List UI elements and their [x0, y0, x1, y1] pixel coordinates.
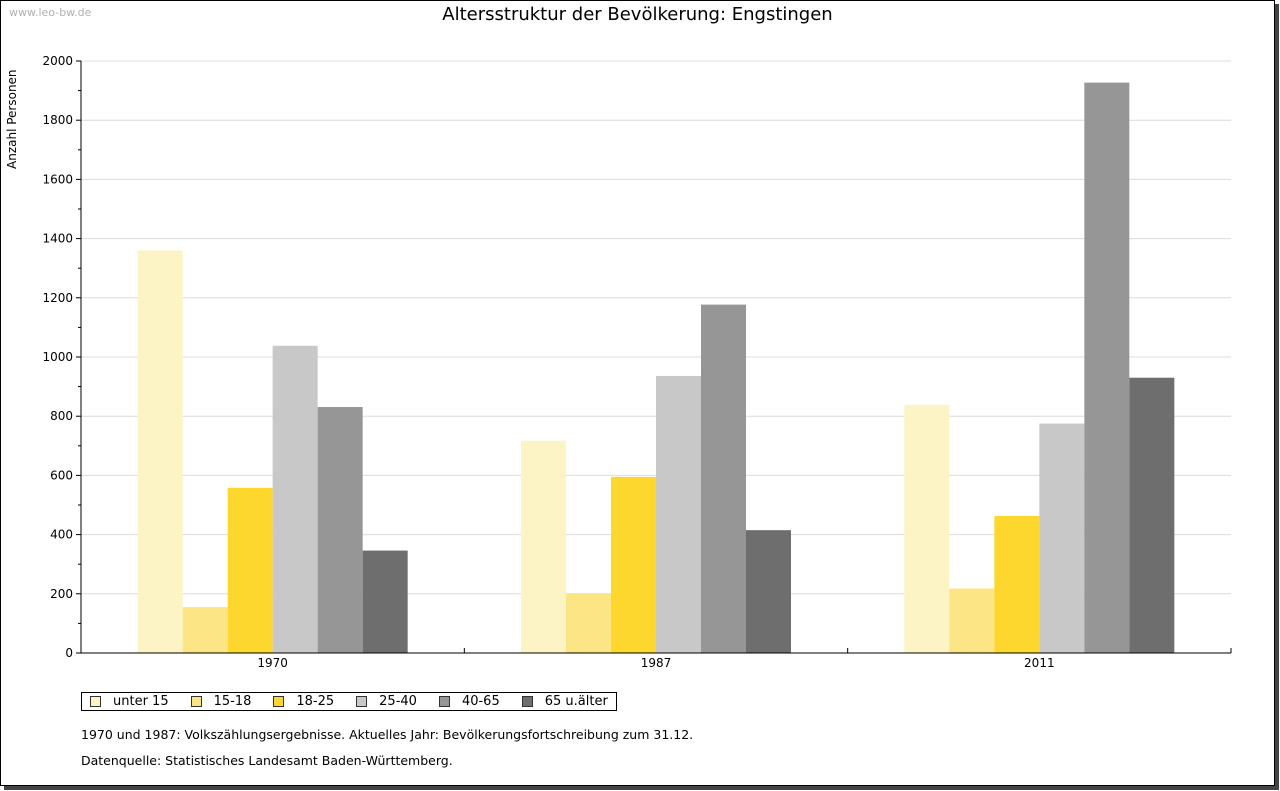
legend-item: 40-65: [438, 694, 500, 709]
y-tick-label: 1000: [42, 350, 73, 364]
x-tick-label: 2011: [1024, 656, 1055, 670]
legend-swatch: [190, 696, 202, 707]
y-tick-label: 1600: [42, 172, 73, 186]
x-tick-label: 1970: [257, 656, 288, 670]
legend-label: 25-40: [379, 694, 417, 709]
legend-swatch: [438, 696, 450, 707]
bar: [137, 250, 183, 653]
legend-swatch: [273, 696, 285, 707]
legend-label: 65 u.älter: [544, 694, 608, 709]
legend-swatch: [90, 696, 101, 707]
bar: [182, 607, 228, 653]
legend-item: 65 u.älter: [521, 694, 608, 709]
note-census: 1970 und 1987: Volkszählungsergebnisse. …: [81, 727, 694, 742]
chart-title: Altersstruktur der Bevölkerung: Engsting…: [442, 4, 833, 25]
legend-label: 18-25: [296, 694, 335, 709]
bar: [362, 550, 408, 653]
legend-swatch: [521, 696, 533, 707]
bar: [521, 440, 566, 653]
y-tick-label: 1200: [42, 291, 73, 305]
legend-item: unter 15: [90, 694, 169, 709]
bar: [904, 404, 950, 653]
y-tick-label: 2000: [42, 54, 73, 68]
bar: [317, 407, 363, 653]
watermark: www.leo-bw.de: [9, 6, 92, 19]
legend: unter 15 15-18 18-25 25-40 40-65 65 u.älter: [81, 692, 617, 711]
legend-item: 25-40: [356, 694, 417, 709]
y-tick-label: 400: [50, 528, 73, 542]
legend-swatch: [356, 696, 368, 707]
x-tick-label: 1987: [641, 656, 672, 670]
y-tick-label: 200: [50, 587, 73, 601]
bar: [1039, 423, 1085, 653]
note-source: Datenquelle: Statistisches Landesamt Bad…: [81, 753, 453, 768]
bar: [701, 304, 746, 653]
bar: [949, 588, 995, 653]
bar: [656, 375, 701, 653]
legend-item: 15-18: [190, 694, 252, 709]
bar: [566, 593, 611, 653]
bar: [227, 487, 273, 653]
y-tick-label: 0: [65, 646, 73, 660]
bar: [746, 530, 791, 653]
legend-label: 40-65: [461, 694, 500, 709]
bar: [1129, 377, 1175, 653]
bar: [272, 345, 318, 653]
bar: [1084, 82, 1130, 653]
bar: [611, 476, 656, 653]
y-tick-label: 600: [50, 468, 73, 482]
legend-label: 15-18: [213, 694, 252, 709]
y-tick-label: 800: [50, 409, 73, 423]
bar: [994, 515, 1040, 653]
bar-chart: 0 200 400 600 800 1000 1200 1400 1600 1800 2000 197…: [42, 54, 1232, 670]
y-tick-label: 1800: [42, 113, 73, 127]
legend-item: 18-25: [273, 694, 334, 709]
legend-label: unter 15: [113, 694, 169, 709]
y-tick-label: 1400: [42, 232, 73, 246]
